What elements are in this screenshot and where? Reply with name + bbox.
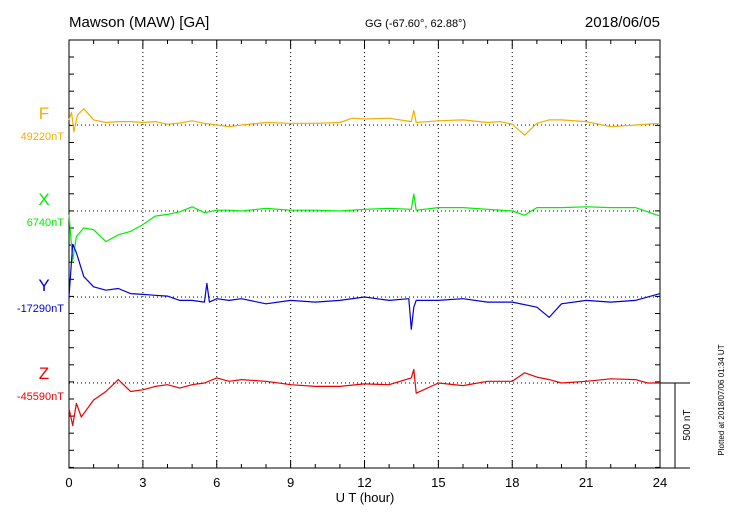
series-z-baseline-value: -45590nT bbox=[17, 391, 64, 403]
series-f-line bbox=[68, 108, 661, 136]
station-coords: GG (-67.60°, 62.88°) bbox=[365, 18, 466, 30]
scale-bar: 500 nT bbox=[660, 382, 693, 469]
series-x-baseline-value: 6740nT bbox=[27, 217, 65, 229]
grid-lines bbox=[142, 40, 587, 468]
series-y-baseline-value: -17290nT bbox=[17, 303, 64, 315]
station-title: Mawson (MAW) [GA] bbox=[69, 14, 209, 31]
series-z-line bbox=[68, 368, 660, 427]
x-tick-label: 15 bbox=[431, 475, 445, 490]
series-y-line bbox=[68, 243, 661, 330]
x-tick-label: 9 bbox=[287, 475, 294, 490]
series-f-name: F bbox=[39, 104, 49, 123]
x-tick-label: 3 bbox=[139, 475, 146, 490]
x-tick-label: 21 bbox=[579, 475, 593, 490]
plotted-timestamp: Plotted at 2018/07/06 01:34 UT bbox=[717, 344, 726, 455]
series-x-name: X bbox=[38, 190, 49, 209]
series-f-baseline-value: 49220nT bbox=[21, 131, 65, 143]
scale-bar-label: 500 nT bbox=[682, 409, 693, 440]
series-x-line bbox=[68, 193, 661, 261]
x-tick-label: 12 bbox=[357, 475, 371, 490]
x-tick-labels: 0 3 6 9 12 15 18 21 24 bbox=[65, 475, 667, 490]
series-lines bbox=[68, 108, 661, 427]
series-labels: F 49220nT X 6740nT Y -17290nT Z -45590nT bbox=[17, 104, 64, 403]
x-tick-label: 0 bbox=[65, 475, 72, 490]
x-tick-label: 18 bbox=[505, 475, 519, 490]
x-tick-label: 6 bbox=[213, 475, 220, 490]
date-label: 2018/06/05 bbox=[585, 14, 660, 31]
x-tick-label: 24 bbox=[653, 475, 667, 490]
series-z-name: Z bbox=[39, 364, 49, 383]
x-axis-label: U T (hour) bbox=[336, 490, 395, 505]
axis-ticks bbox=[68, 40, 661, 468]
series-y-name: Y bbox=[38, 276, 49, 295]
